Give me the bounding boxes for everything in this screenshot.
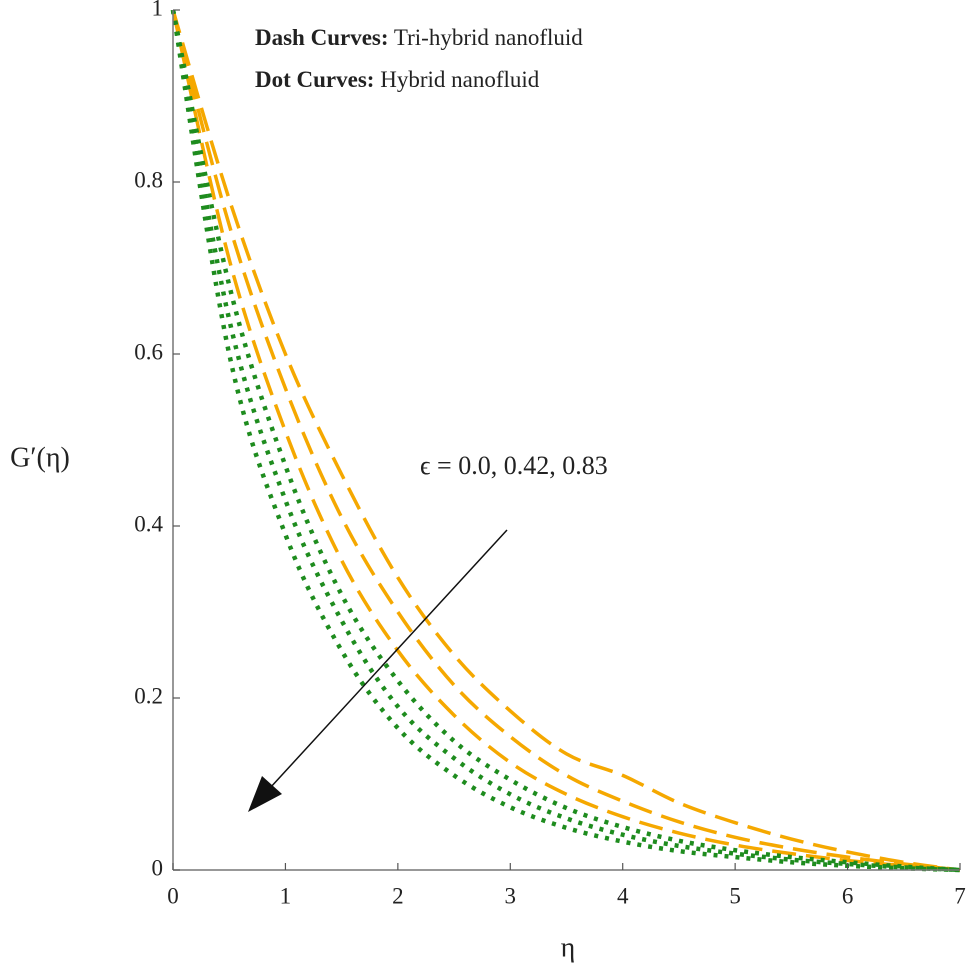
x-tick-label: 1 <box>280 883 292 908</box>
x-tick-label: 2 <box>392 883 404 908</box>
y-axis-label: G′(η) <box>10 442 70 473</box>
series-line <box>170 9 961 873</box>
annotation-label: Dot Curves: <box>255 67 374 92</box>
y-tick-label: 0.2 <box>134 683 163 708</box>
annotation-text: Tri-hybrid nanofluid <box>394 25 583 50</box>
series-line <box>171 9 961 872</box>
series-line <box>171 9 961 872</box>
annotation-text: ϵ = 0.0, 0.42, 0.83 <box>420 451 608 480</box>
arrow-line <box>269 529 508 789</box>
x-tick-label: 7 <box>954 883 966 908</box>
annotation-label: Dash Curves: <box>255 25 389 50</box>
y-tick-label: 0.4 <box>134 511 163 536</box>
x-tick-label: 5 <box>729 883 741 908</box>
x-axis-label: η <box>561 932 576 963</box>
series-line <box>170 9 961 873</box>
annotation: Dot Curves: Hybrid nanofluid <box>255 67 540 92</box>
curves <box>170 9 961 873</box>
x-tick-label: 0 <box>167 883 179 908</box>
annotation: Dash Curves: Tri-hybrid nanofluid <box>255 25 583 50</box>
series-line <box>170 9 961 873</box>
annotation-text: Hybrid nanofluid <box>380 67 540 92</box>
series-line <box>171 9 961 872</box>
y-tick-label: 0 <box>152 855 164 880</box>
x-tick-label: 6 <box>842 883 854 908</box>
y-tick-label: 0.8 <box>134 167 163 192</box>
x-tick-label: 3 <box>505 883 517 908</box>
y-tick-label: 0.6 <box>134 339 163 364</box>
arrow-head <box>248 776 282 812</box>
x-tick-label: 4 <box>617 883 629 908</box>
y-tick-label: 1 <box>152 0 164 20</box>
